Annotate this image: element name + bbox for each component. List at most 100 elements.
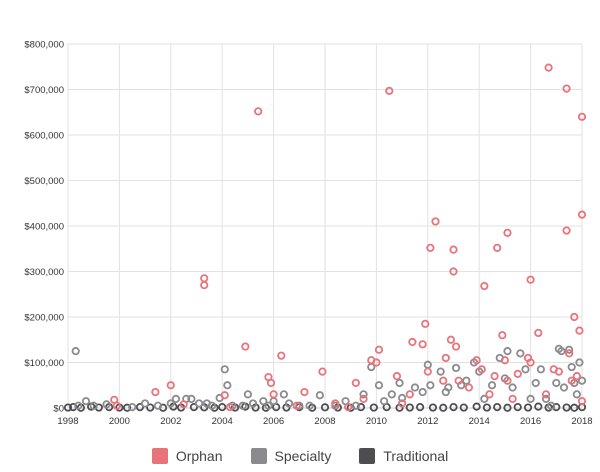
data-point-traditional[interactable] bbox=[562, 403, 571, 412]
data-point-orphan[interactable] bbox=[562, 84, 571, 93]
data-point-orphan[interactable] bbox=[351, 378, 360, 388]
data-point-specialty[interactable] bbox=[295, 401, 304, 410]
data-point-traditional[interactable] bbox=[320, 403, 330, 412]
data-point-traditional[interactable] bbox=[459, 403, 468, 412]
data-point-orphan[interactable] bbox=[526, 358, 535, 367]
data-point-specialty[interactable] bbox=[141, 399, 150, 408]
data-point-orphan[interactable] bbox=[554, 367, 563, 376]
data-point-orphan[interactable] bbox=[266, 378, 276, 388]
data-point-specialty[interactable] bbox=[380, 397, 389, 406]
data-point-orphan[interactable] bbox=[200, 274, 209, 283]
data-point-specialty[interactable] bbox=[243, 390, 252, 399]
data-point-specialty[interactable] bbox=[526, 394, 535, 403]
data-point-specialty[interactable] bbox=[359, 390, 368, 399]
data-point-orphan[interactable] bbox=[421, 319, 430, 328]
data-point-traditional[interactable] bbox=[534, 402, 543, 411]
data-point-traditional[interactable] bbox=[69, 402, 78, 412]
data-point-orphan[interactable] bbox=[426, 243, 435, 252]
data-point-specialty[interactable] bbox=[444, 383, 453, 392]
data-point-orphan[interactable] bbox=[534, 328, 543, 338]
data-point-traditional[interactable] bbox=[63, 403, 73, 412]
data-point-specialty[interactable] bbox=[374, 381, 384, 390]
data-point-traditional[interactable] bbox=[472, 402, 481, 411]
data-point-orphan[interactable] bbox=[451, 342, 461, 351]
data-point-specialty[interactable] bbox=[575, 358, 584, 367]
data-point-orphan[interactable] bbox=[166, 381, 175, 390]
data-point-orphan[interactable] bbox=[423, 367, 432, 376]
data-point-specialty[interactable] bbox=[418, 387, 427, 397]
data-point-orphan[interactable] bbox=[472, 356, 481, 365]
data-point-traditional[interactable] bbox=[449, 402, 458, 412]
data-point-traditional[interactable] bbox=[428, 403, 438, 412]
data-point-specialty[interactable] bbox=[516, 349, 525, 358]
data-point-specialty[interactable] bbox=[521, 365, 530, 374]
data-point-specialty[interactable] bbox=[508, 383, 517, 392]
data-point-orphan[interactable] bbox=[449, 245, 458, 254]
data-point-specialty[interactable] bbox=[351, 401, 360, 410]
data-point-specialty[interactable] bbox=[223, 381, 232, 390]
data-point-orphan[interactable] bbox=[292, 401, 301, 410]
data-point-specialty[interactable] bbox=[557, 347, 566, 356]
data-point-orphan[interactable] bbox=[464, 383, 474, 392]
data-point-orphan[interactable] bbox=[477, 365, 486, 374]
data-point-orphan[interactable] bbox=[485, 390, 494, 399]
data-point-orphan[interactable] bbox=[572, 372, 581, 381]
data-point-orphan[interactable] bbox=[577, 397, 587, 406]
data-point-specialty[interactable] bbox=[436, 367, 445, 376]
data-point-specialty[interactable] bbox=[315, 391, 324, 400]
data-point-orphan[interactable] bbox=[408, 337, 417, 347]
data-point-specialty[interactable] bbox=[547, 401, 556, 410]
data-point-specialty[interactable] bbox=[410, 383, 420, 392]
data-point-specialty[interactable] bbox=[194, 399, 204, 408]
data-point-specialty[interactable] bbox=[279, 390, 288, 399]
data-point-orphan[interactable] bbox=[498, 331, 507, 340]
data-point-traditional[interactable] bbox=[415, 402, 425, 412]
data-point-traditional[interactable] bbox=[369, 403, 378, 412]
data-point-orphan[interactable] bbox=[439, 376, 448, 385]
data-point-specialty[interactable] bbox=[171, 394, 181, 403]
data-point-specialty[interactable] bbox=[552, 378, 561, 388]
data-point-orphan[interactable] bbox=[179, 400, 188, 409]
data-point-traditional[interactable] bbox=[218, 402, 227, 412]
data-point-orphan[interactable] bbox=[503, 228, 512, 237]
data-point-orphan[interactable] bbox=[526, 275, 535, 284]
data-point-traditional[interactable] bbox=[570, 403, 579, 412]
data-point-traditional[interactable] bbox=[439, 403, 448, 412]
data-point-orphan[interactable] bbox=[269, 390, 278, 399]
data-point-orphan[interactable] bbox=[493, 243, 502, 252]
legend-item-traditional[interactable]: Traditional bbox=[359, 448, 448, 464]
data-point-orphan[interactable] bbox=[359, 394, 368, 403]
legend-item-specialty[interactable]: Specialty bbox=[250, 448, 331, 464]
data-point-specialty[interactable] bbox=[531, 378, 540, 388]
data-point-specialty[interactable] bbox=[487, 381, 497, 390]
data-point-specialty[interactable] bbox=[238, 401, 247, 410]
data-point-specialty[interactable] bbox=[220, 365, 229, 374]
data-point-orphan[interactable] bbox=[454, 376, 463, 385]
data-point-specialty[interactable] bbox=[89, 401, 98, 410]
data-point-specialty[interactable] bbox=[577, 376, 587, 385]
data-point-traditional[interactable] bbox=[146, 403, 155, 412]
data-point-specialty[interactable] bbox=[248, 399, 258, 408]
data-point-orphan[interactable] bbox=[570, 312, 579, 322]
data-point-traditional[interactable] bbox=[482, 403, 492, 412]
data-point-specialty[interactable] bbox=[503, 347, 512, 356]
data-point-orphan[interactable] bbox=[277, 351, 286, 360]
data-point-orphan[interactable] bbox=[562, 226, 571, 235]
data-point-orphan[interactable] bbox=[405, 390, 414, 399]
data-point-traditional[interactable] bbox=[503, 403, 512, 412]
data-point-orphan[interactable] bbox=[225, 402, 235, 412]
data-point-orphan[interactable] bbox=[344, 402, 353, 412]
data-point-traditional[interactable] bbox=[189, 402, 199, 412]
data-point-orphan[interactable] bbox=[300, 387, 309, 397]
data-point-orphan[interactable] bbox=[449, 267, 458, 276]
data-point-specialty[interactable] bbox=[480, 394, 489, 403]
data-point-specialty[interactable] bbox=[81, 397, 91, 406]
data-point-orphan[interactable] bbox=[544, 63, 553, 72]
data-point-traditional[interactable] bbox=[552, 402, 561, 412]
data-point-orphan[interactable] bbox=[577, 210, 587, 219]
data-point-orphan[interactable] bbox=[241, 342, 250, 351]
data-point-specialty[interactable] bbox=[207, 401, 217, 410]
data-point-orphan[interactable] bbox=[372, 358, 381, 367]
data-point-orphan[interactable] bbox=[577, 112, 587, 121]
data-point-specialty[interactable] bbox=[284, 399, 294, 408]
